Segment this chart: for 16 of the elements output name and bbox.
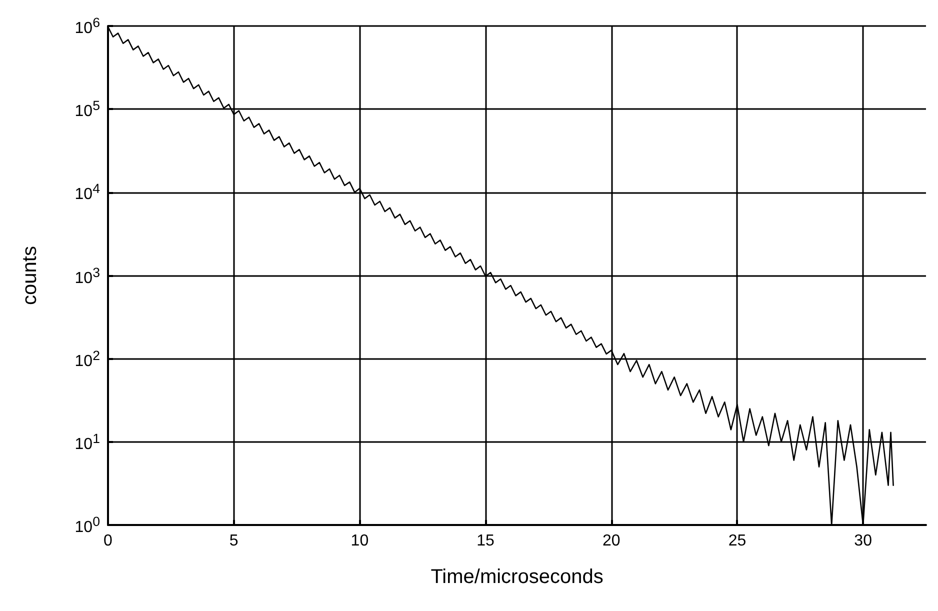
y-tick-label: 10$^{6}$ xyxy=(74,14,100,40)
x-tick-label: 15 xyxy=(476,532,495,550)
y-axis-title: counts xyxy=(19,246,41,305)
y-tick-label: 10$^{4}$ xyxy=(74,180,100,206)
y-tick-label: 10$^{0}$ xyxy=(74,512,100,538)
y-tick-label: 10$^{3}$ xyxy=(74,263,100,289)
y-tick-label: 10$^{1}$ xyxy=(74,430,100,455)
y-tick-label: 10$^{5}$ xyxy=(74,97,100,122)
x-axis-title: Time/microseconds xyxy=(430,566,604,588)
x-tick-label: 20 xyxy=(602,532,620,550)
x-tick-label: 5 xyxy=(229,532,238,550)
x-tick-label: 0 xyxy=(104,532,113,550)
x-tick-label: 25 xyxy=(728,532,746,550)
y-tick-label: 10$^{2}$ xyxy=(74,346,100,372)
x-tick-label: 30 xyxy=(854,532,872,550)
x-tick-label: 10 xyxy=(350,532,369,550)
